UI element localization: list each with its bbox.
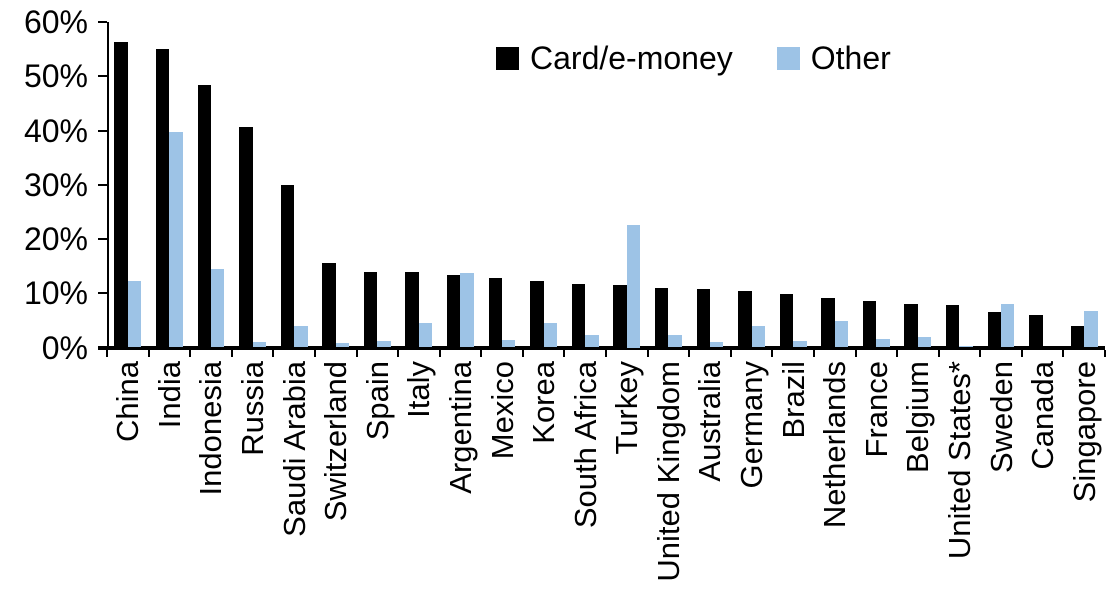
- bar-other-france: [876, 339, 890, 348]
- x-axis-tick: [771, 350, 774, 357]
- bar-other-argentina: [460, 272, 474, 348]
- bar-card-e-money-switzerland: [322, 263, 336, 348]
- bar-card-e-money-italy: [405, 271, 419, 348]
- y-tick-label: 30%: [23, 166, 88, 203]
- x-axis-tick: [397, 350, 400, 357]
- bar-card-e-money-brazil: [779, 293, 794, 348]
- bar-other-mexico: [502, 340, 516, 348]
- y-axis-tick: [98, 21, 107, 23]
- x-axis-tick: [688, 350, 691, 357]
- y-tick-label: 50%: [23, 58, 88, 95]
- x-axis-tick: [355, 350, 358, 357]
- bar-other-turkey: [626, 225, 641, 348]
- bar-card-e-money-china: [114, 42, 128, 348]
- x-axis-tick: [480, 350, 483, 357]
- bar-other-switzerland: [335, 342, 350, 348]
- x-axis-tick: [147, 350, 150, 357]
- bar-other-india: [169, 132, 183, 348]
- bar-card-e-money-russia: [239, 127, 253, 348]
- x-axis-tick: [646, 350, 649, 357]
- bar-other-italy: [418, 322, 433, 348]
- bar-card-e-money-indonesia: [197, 84, 211, 348]
- bar-card-e-money-korea: [530, 281, 544, 348]
- x-axis-tick: [896, 350, 899, 357]
- x-axis-tick: [1062, 350, 1065, 357]
- y-axis-tick: [98, 346, 107, 349]
- bar-card-e-money-germany: [738, 291, 752, 348]
- bar-card-e-money-belgium: [904, 303, 918, 348]
- x-axis-tick: [729, 350, 732, 357]
- x-axis-tick: [605, 350, 607, 357]
- y-axis-tick: [98, 75, 107, 78]
- bar-other-australia: [709, 342, 724, 348]
- x-axis-tick: [106, 350, 108, 357]
- x-axis-tick: [272, 350, 275, 357]
- bar-card-e-money-australia: [696, 288, 710, 348]
- x-axis-tick: [521, 350, 524, 357]
- other-swatch-icon: [776, 47, 800, 70]
- y-axis-line: [107, 22, 109, 350]
- bar-card-e-money-mexico: [488, 278, 503, 348]
- bar-card-e-money-turkey: [613, 285, 627, 348]
- bar-card-e-money-saudi-arabia: [280, 184, 295, 348]
- legend-item-card-e-money: Card/e-money: [496, 40, 733, 77]
- bar-other-spain: [377, 340, 391, 348]
- bar-card-e-money-netherlands: [821, 298, 835, 348]
- bar-other-united-kingdom: [668, 335, 682, 348]
- legend-item-other: Other: [776, 40, 891, 77]
- x-axis-tick: [189, 350, 192, 357]
- x-axis-tick: [230, 350, 233, 357]
- bar-other-saudi-arabia: [294, 325, 308, 348]
- x-axis-tick: [313, 350, 316, 357]
- x-axis-tick: [563, 350, 566, 357]
- bar-other-singapore: [1084, 311, 1098, 348]
- bar-other-china: [127, 280, 142, 348]
- x-axis-tick: [1020, 350, 1023, 357]
- y-axis-tick: [98, 238, 107, 240]
- x-axis-tick: [937, 350, 940, 357]
- bar-other-sweden: [1001, 304, 1015, 348]
- y-tick-label: 60%: [23, 4, 88, 40]
- y-tick-label: 0%: [41, 329, 88, 366]
- y-tick-label: 10%: [23, 275, 88, 312]
- legend-label-card-e-money: Card/e-money: [530, 40, 733, 76]
- bar-card-e-money-sweden: [987, 312, 1002, 348]
- bar-other-russia: [252, 342, 266, 348]
- legend-label-other: Other: [810, 40, 891, 76]
- bar-other-belgium: [917, 336, 932, 348]
- y-axis-tick: [98, 129, 107, 132]
- bar-card-e-money-united-states: [946, 305, 960, 348]
- y-axis-tick: [98, 292, 107, 295]
- bar-other-united-states: [959, 345, 973, 348]
- chart-legend: Card/e-money Other: [496, 40, 891, 77]
- x-axis-tick: [812, 350, 815, 357]
- x-axis-tick: [1104, 350, 1106, 357]
- y-axis-tick: [98, 183, 107, 186]
- bar-card-e-money-france: [862, 301, 877, 348]
- x-axis-tick: [438, 350, 441, 357]
- card-e-money-swatch-icon: [496, 47, 519, 70]
- bar-other-germany: [751, 326, 765, 348]
- bar-card-e-money-united-kingdom: [654, 287, 669, 348]
- bar-other-south-africa: [585, 335, 599, 348]
- bar-card-e-money-spain: [363, 271, 378, 348]
- bar-other-brazil: [793, 340, 807, 348]
- bar-card-e-money-argentina: [447, 275, 461, 348]
- y-tick-label: 20%: [23, 221, 88, 257]
- bar-other-netherlands: [834, 321, 849, 348]
- bar-card-e-money-india: [155, 48, 170, 348]
- bar-other-indonesia: [210, 268, 225, 348]
- bar-card-e-money-canada: [1029, 314, 1043, 348]
- x-axis-tick: [979, 350, 982, 357]
- y-tick-label: 40%: [23, 112, 88, 149]
- bar-card-e-money-singapore: [1070, 326, 1085, 348]
- x-axis-line: [98, 346, 1105, 350]
- bar-card-e-money-south-africa: [571, 284, 586, 348]
- bar-other-korea: [543, 322, 558, 348]
- x-axis-tick: [854, 350, 857, 357]
